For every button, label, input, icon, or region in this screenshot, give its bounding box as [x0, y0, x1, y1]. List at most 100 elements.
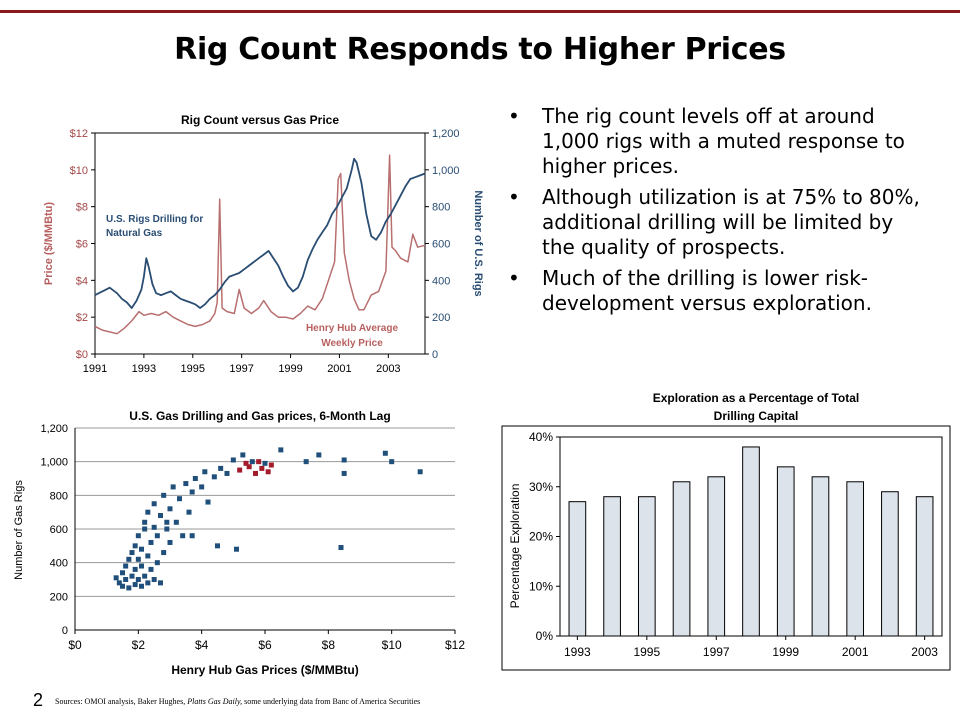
chart2-point: [189, 489, 195, 495]
chart1-ytick-label: $12: [70, 128, 88, 140]
chart2-xtick-label: $4: [195, 638, 209, 652]
chart2-point: [129, 550, 135, 556]
chart2-point: [170, 484, 176, 490]
chart2-ytick-label: 0: [62, 625, 68, 637]
chart3-ytick-label: 10%: [529, 579, 553, 593]
page-number: 2: [33, 690, 44, 710]
chart2-point: [142, 573, 148, 579]
chart2-point: [145, 553, 151, 559]
chart2-point: [316, 452, 322, 458]
chart1-y2tick-label: 0: [432, 349, 438, 361]
chart2-point: [205, 499, 211, 505]
chart2-point: [148, 539, 154, 545]
chart2-point: [113, 575, 119, 581]
bullet-item: Much of the drilling is lower risk-devel…: [508, 266, 928, 316]
chart2-point: [192, 476, 198, 481]
chart1-y2tick-label: 1,200: [432, 128, 460, 140]
chart2-point: [262, 460, 268, 466]
chart1-ylabel: Price ($/MMBtu): [43, 202, 55, 285]
chart2-point: [142, 519, 148, 525]
chart2-point: [389, 459, 395, 465]
chart3-xtick-label: 2003: [911, 645, 938, 659]
sources-italic: Platts Gas Daily,: [187, 697, 243, 706]
chart3-xtick-label: 1995: [633, 645, 660, 659]
chart3-bar: [568, 501, 587, 637]
chart2-point: [240, 452, 246, 458]
chart2-point: [145, 509, 151, 515]
chart2-xtick-label: $10: [382, 638, 402, 652]
chart2-point: [341, 470, 347, 476]
bullet-list: The rig count levels off at around 1,000…: [508, 104, 928, 322]
bullet-item: The rig count levels off at around 1,000…: [508, 104, 928, 179]
chart2-point: [164, 519, 170, 525]
chart3-bar: [846, 481, 865, 637]
chart2-point: [126, 556, 132, 562]
chart2-ytick-label: 200: [50, 591, 68, 603]
chart2-ytick-label: 800: [50, 490, 68, 502]
chart3-bar: [881, 491, 899, 637]
chart2-point: [180, 533, 186, 539]
chart3-title: Exploration as a Percentage of Total: [653, 391, 860, 405]
chart1-ytick-label: $4: [76, 275, 88, 287]
chart2-point: [116, 580, 122, 586]
chart3-bar: [776, 466, 795, 637]
chart2-point: [120, 570, 125, 576]
chart3-ytick-label: 20%: [529, 530, 553, 544]
sources-suffix: some underlying data from Banc of Americ…: [242, 697, 421, 706]
chart2-point: [120, 583, 125, 589]
chart1-xtick-label: 2003: [376, 363, 400, 375]
chart1-ytick-label: $0: [76, 349, 88, 361]
chart2-point: [132, 543, 138, 549]
chart2-point: [139, 583, 144, 589]
chart2-point: [278, 447, 284, 453]
chart2-point-recent: [243, 460, 249, 466]
chart3-bar: [603, 496, 621, 637]
chart2-point: [148, 566, 154, 572]
chart2-point: [215, 543, 220, 549]
chart2-point: [158, 580, 163, 586]
chart2-point: [129, 573, 135, 579]
chart2-xtick-label: $12: [445, 638, 465, 652]
chart2-point: [161, 492, 167, 498]
chart2-title: U.S. Gas Drilling and Gas prices, 6-Mont…: [129, 409, 390, 423]
chart2-point: [151, 577, 157, 582]
chart3-xtick-label: 1997: [703, 645, 730, 659]
chart3-ylabel: Percentage Exploration: [508, 484, 522, 609]
header-accent-line: [0, 10, 960, 13]
chart3-xtick-label: 1993: [564, 645, 591, 659]
chart1-xtick-label: 1997: [229, 363, 253, 375]
chart1-ytick-label: $2: [76, 312, 88, 324]
bullet-item: Although utilization is at 75% to 80%, a…: [508, 185, 928, 260]
chart1-xtick-label: 1995: [181, 363, 205, 375]
page-title: Rig Count Responds to Higher Prices: [174, 32, 786, 67]
chart2-point: [177, 496, 182, 502]
chart2-point: [164, 526, 170, 532]
chart1-y2tick-label: 1,000: [432, 165, 460, 177]
chart2-xlabel: Henry Hub Gas Prices ($/MMBtu): [171, 663, 358, 677]
chart2-xtick-label: $2: [132, 638, 146, 652]
chart3-bar: [742, 446, 760, 637]
chart3-bar: [637, 496, 656, 637]
chart2-ytick-label: 1,000: [40, 457, 68, 469]
chart2-point: [135, 577, 141, 582]
chart1-y2tick-label: 800: [432, 202, 450, 214]
chart1-annotation-rigs: U.S. Rigs Drilling for: [106, 214, 203, 225]
chart2-point: [151, 501, 157, 507]
chart2-point: [139, 563, 144, 569]
chart2-ytick-label: 400: [50, 558, 68, 570]
chart1-price-line: [94, 154, 426, 335]
chart2-point: [154, 560, 160, 566]
chart2-point-recent: [246, 464, 252, 470]
chart3-ytick-label: 40%: [529, 430, 553, 444]
chart2-point: [154, 533, 160, 539]
chart2-point: [167, 539, 173, 545]
chart2-point: [135, 533, 141, 539]
chart1-rig-line: [94, 157, 426, 309]
chart3-xtick-label: 1999: [772, 645, 799, 659]
chart2-point: [230, 457, 236, 463]
chart1-y2label: Number of U.S. Rigs: [472, 190, 484, 296]
chart2-point: [167, 506, 173, 512]
chart2-point: [151, 524, 157, 530]
chart2-point-recent: [268, 462, 274, 468]
